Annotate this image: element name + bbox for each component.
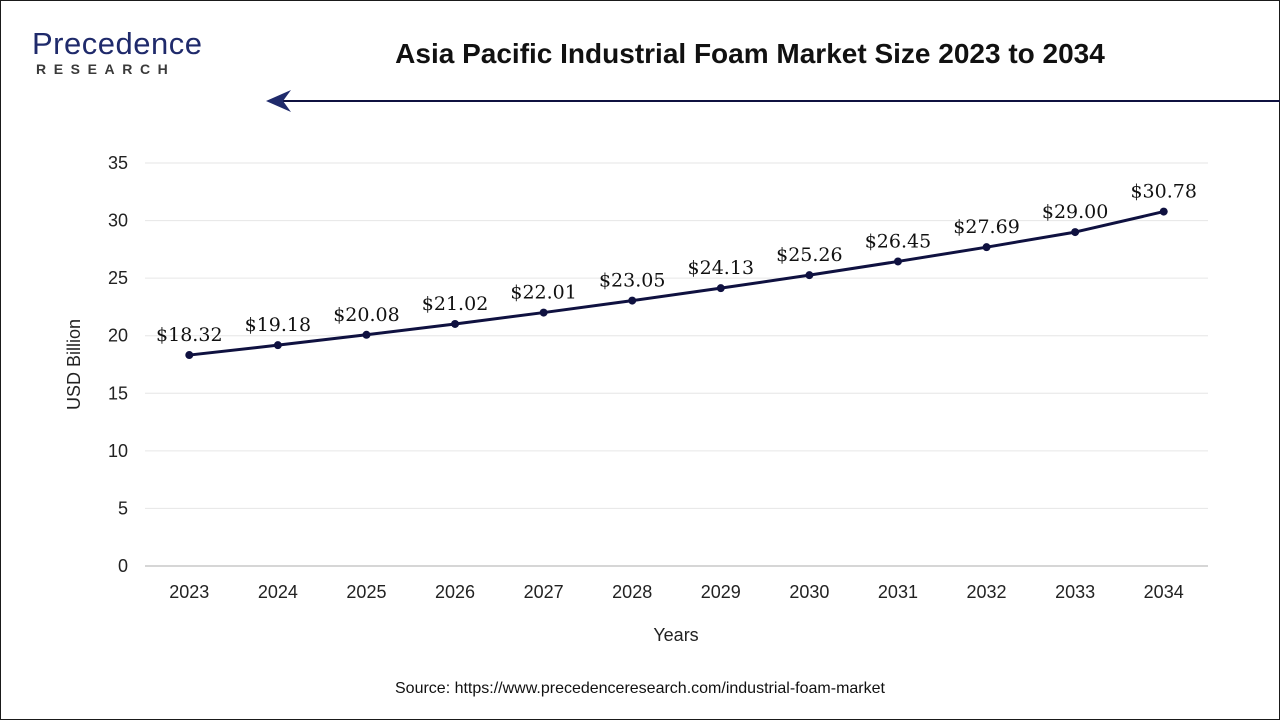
data-point xyxy=(982,243,991,252)
x-tick-label: 2024 xyxy=(258,582,298,602)
x-tick-label: 2031 xyxy=(878,582,918,602)
data-point xyxy=(362,330,371,339)
data-point xyxy=(539,308,548,317)
x-tick-label: 2029 xyxy=(701,582,741,602)
data-point xyxy=(273,341,282,350)
data-point xyxy=(185,351,194,360)
data-point xyxy=(893,257,902,266)
data-label: $24.13 xyxy=(688,257,754,279)
y-tick-label: 25 xyxy=(108,268,128,288)
data-point xyxy=(716,284,725,293)
x-tick-label: 2028 xyxy=(612,582,652,602)
y-tick-label: 30 xyxy=(108,211,128,231)
y-tick-label: 20 xyxy=(108,326,128,346)
data-label: $29.00 xyxy=(1042,201,1108,223)
data-label: $23.05 xyxy=(599,270,665,292)
logo-wordmark: Precedence xyxy=(32,26,203,61)
x-tick-label: 2034 xyxy=(1144,582,1184,602)
chart-title: Asia Pacific Industrial Foam Market Size… xyxy=(395,38,1105,69)
y-tick-label: 0 xyxy=(118,556,128,576)
y-tick-label: 15 xyxy=(108,383,128,403)
data-point xyxy=(805,271,814,280)
header-arrow-divider xyxy=(266,90,1280,112)
y-axis-title: USD Billion xyxy=(64,319,84,410)
data-label: $26.45 xyxy=(865,230,931,252)
x-tick-label: 2023 xyxy=(169,582,209,602)
data-point xyxy=(451,319,460,328)
logo-subtitle: RESEARCH xyxy=(36,61,176,77)
x-tick-label: 2027 xyxy=(524,582,564,602)
data-label: $25.26 xyxy=(776,244,842,266)
x-tick-label: 2026 xyxy=(435,582,475,602)
brand-logo: Precedence RESEARCH xyxy=(32,26,232,86)
x-tick-label: 2032 xyxy=(967,582,1007,602)
x-tick-label: 2030 xyxy=(789,582,829,602)
x-tick-label: 2025 xyxy=(346,582,386,602)
data-label: $19.18 xyxy=(245,314,311,336)
data-label: $20.08 xyxy=(333,304,399,326)
data-label: $27.69 xyxy=(953,216,1019,238)
data-point xyxy=(1159,207,1168,216)
x-axis-title: Years xyxy=(653,625,698,645)
series-line xyxy=(189,210,1165,357)
data-label: $22.01 xyxy=(510,282,576,304)
y-tick-label: 10 xyxy=(108,441,128,461)
data-label: $30.78 xyxy=(1130,181,1196,203)
data-label: $21.02 xyxy=(422,293,488,315)
y-tick-label: 5 xyxy=(118,498,128,518)
data-label: $18.32 xyxy=(156,324,222,346)
data-point xyxy=(628,296,637,305)
data-point xyxy=(1071,228,1080,237)
x-tick-label: 2033 xyxy=(1055,582,1095,602)
source-note: Source: https://www.precedenceresearch.c… xyxy=(395,680,885,697)
arrow-left-icon xyxy=(266,90,291,112)
y-tick-label: 35 xyxy=(108,153,128,173)
